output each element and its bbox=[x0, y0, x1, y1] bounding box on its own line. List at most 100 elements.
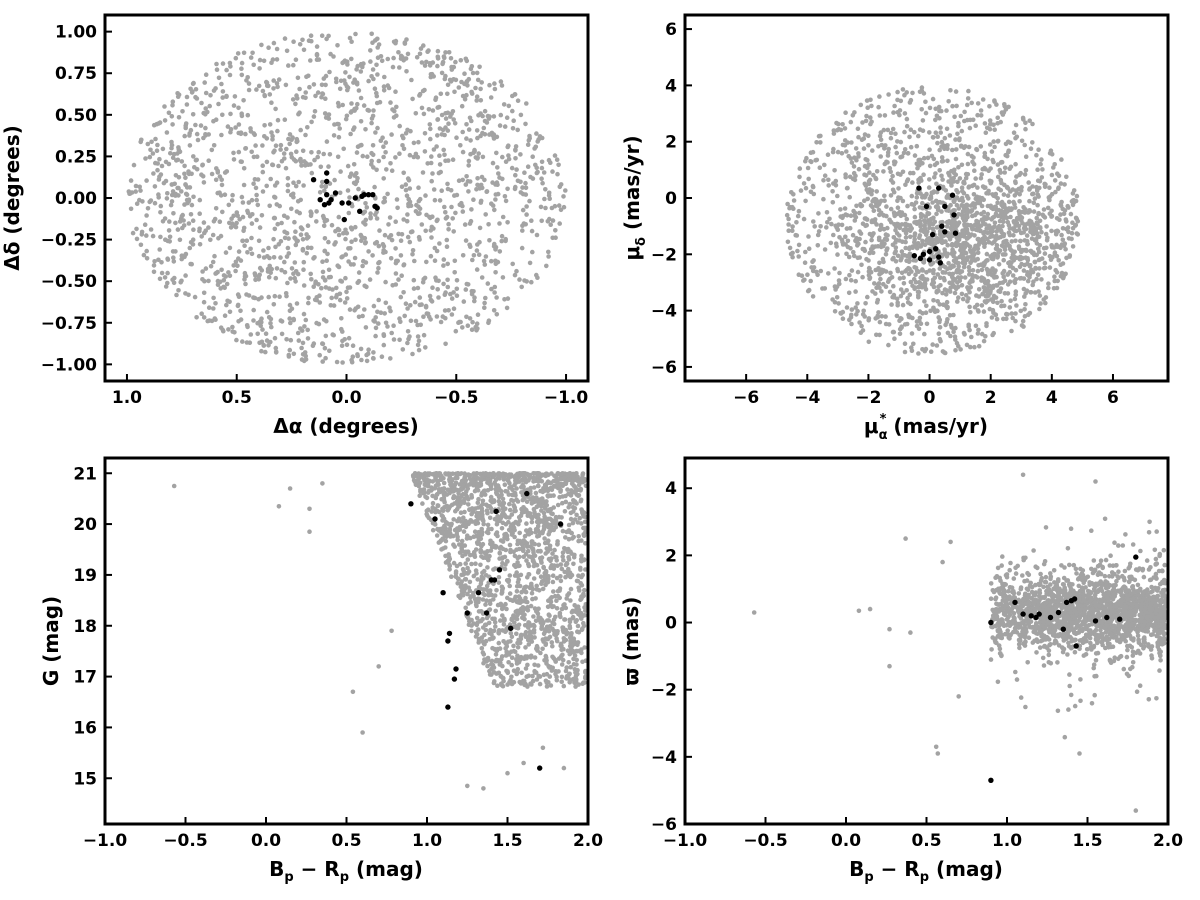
field-point bbox=[179, 256, 184, 262]
field-point bbox=[974, 302, 980, 308]
field-point bbox=[833, 183, 839, 188]
field-point bbox=[453, 328, 459, 334]
field-point bbox=[267, 92, 273, 97]
field-point bbox=[326, 239, 331, 245]
field-point bbox=[241, 182, 247, 188]
field-point bbox=[317, 293, 322, 299]
field-point bbox=[300, 340, 306, 346]
field-point bbox=[1069, 236, 1074, 242]
field-point bbox=[235, 263, 240, 269]
field-point bbox=[853, 289, 858, 294]
field-point bbox=[1013, 277, 1019, 282]
field-point bbox=[979, 267, 985, 273]
field-point bbox=[873, 291, 878, 296]
field-point bbox=[296, 179, 302, 185]
field-point bbox=[221, 273, 227, 278]
field-point bbox=[924, 321, 930, 327]
field-point bbox=[965, 161, 971, 167]
field-point bbox=[834, 244, 839, 249]
field-point bbox=[214, 270, 219, 276]
field-point bbox=[1024, 288, 1030, 294]
field-point bbox=[456, 85, 462, 90]
field-point bbox=[406, 201, 411, 207]
field-point bbox=[468, 151, 473, 157]
field-point bbox=[976, 263, 981, 268]
field-point bbox=[937, 266, 943, 271]
field-point bbox=[850, 232, 856, 238]
field-point bbox=[870, 250, 876, 255]
field-point bbox=[331, 303, 337, 308]
field-point bbox=[427, 293, 433, 299]
field-point bbox=[854, 312, 859, 317]
field-point bbox=[965, 299, 970, 304]
field-point bbox=[271, 86, 276, 91]
field-point bbox=[534, 131, 539, 136]
panel-sky-positions: 1.0 0.5 0.0 −0.5 −1.0−1.00−0.75−0.50−0.250.0… bbox=[0, 13, 590, 438]
field-point bbox=[297, 86, 302, 92]
field-point bbox=[345, 62, 350, 67]
field-point bbox=[1000, 252, 1006, 257]
field-point bbox=[393, 219, 399, 224]
field-point bbox=[429, 509, 434, 514]
field-point bbox=[251, 62, 256, 68]
field-point bbox=[222, 170, 228, 175]
field-point bbox=[201, 290, 207, 296]
field-point bbox=[862, 198, 867, 203]
field-point bbox=[452, 89, 457, 95]
field-point bbox=[183, 175, 188, 181]
x-tick-label: −1.0 bbox=[544, 388, 589, 408]
field-point bbox=[975, 331, 981, 336]
field-point bbox=[869, 188, 875, 193]
field-point bbox=[957, 270, 963, 276]
field-point bbox=[1032, 259, 1038, 265]
field-point bbox=[316, 149, 322, 155]
field-point bbox=[300, 248, 306, 253]
field-point bbox=[432, 197, 438, 203]
field-point bbox=[190, 81, 196, 87]
field-point bbox=[550, 169, 555, 174]
field-point bbox=[910, 90, 915, 96]
field-point bbox=[303, 163, 308, 168]
field-point bbox=[421, 43, 426, 48]
field-point bbox=[474, 128, 480, 133]
field-point bbox=[481, 125, 487, 131]
x-tick-label: 2 bbox=[985, 388, 997, 408]
field-point bbox=[1005, 193, 1011, 198]
field-point bbox=[974, 223, 980, 228]
field-point bbox=[1055, 171, 1060, 176]
field-point bbox=[990, 332, 995, 338]
field-point bbox=[923, 310, 929, 316]
field-point bbox=[498, 112, 504, 118]
field-point bbox=[163, 284, 169, 289]
field-point bbox=[482, 305, 487, 311]
field-point bbox=[852, 155, 857, 160]
field-point bbox=[998, 187, 1004, 193]
field-point bbox=[391, 337, 397, 342]
field-point bbox=[1008, 298, 1013, 304]
field-point bbox=[557, 221, 562, 226]
field-point bbox=[348, 262, 354, 267]
field-point bbox=[855, 126, 861, 132]
field-point bbox=[179, 189, 184, 194]
field-point bbox=[171, 211, 176, 216]
field-point bbox=[269, 100, 274, 105]
field-point bbox=[798, 188, 804, 193]
field-point bbox=[445, 82, 451, 88]
field-point bbox=[883, 314, 888, 319]
field-point bbox=[1060, 237, 1066, 243]
field-point bbox=[886, 92, 891, 97]
field-point bbox=[540, 586, 546, 592]
field-point bbox=[856, 166, 862, 172]
field-point bbox=[1052, 252, 1058, 257]
field-point bbox=[1042, 265, 1048, 271]
field-point bbox=[922, 331, 927, 337]
field-point bbox=[940, 177, 945, 182]
field-point bbox=[961, 228, 966, 234]
field-point bbox=[451, 117, 457, 122]
field-point bbox=[803, 158, 808, 164]
field-point bbox=[572, 499, 578, 504]
field-point bbox=[338, 278, 343, 284]
field-point bbox=[1032, 196, 1038, 201]
field-point bbox=[982, 285, 987, 291]
field-point bbox=[437, 162, 443, 167]
